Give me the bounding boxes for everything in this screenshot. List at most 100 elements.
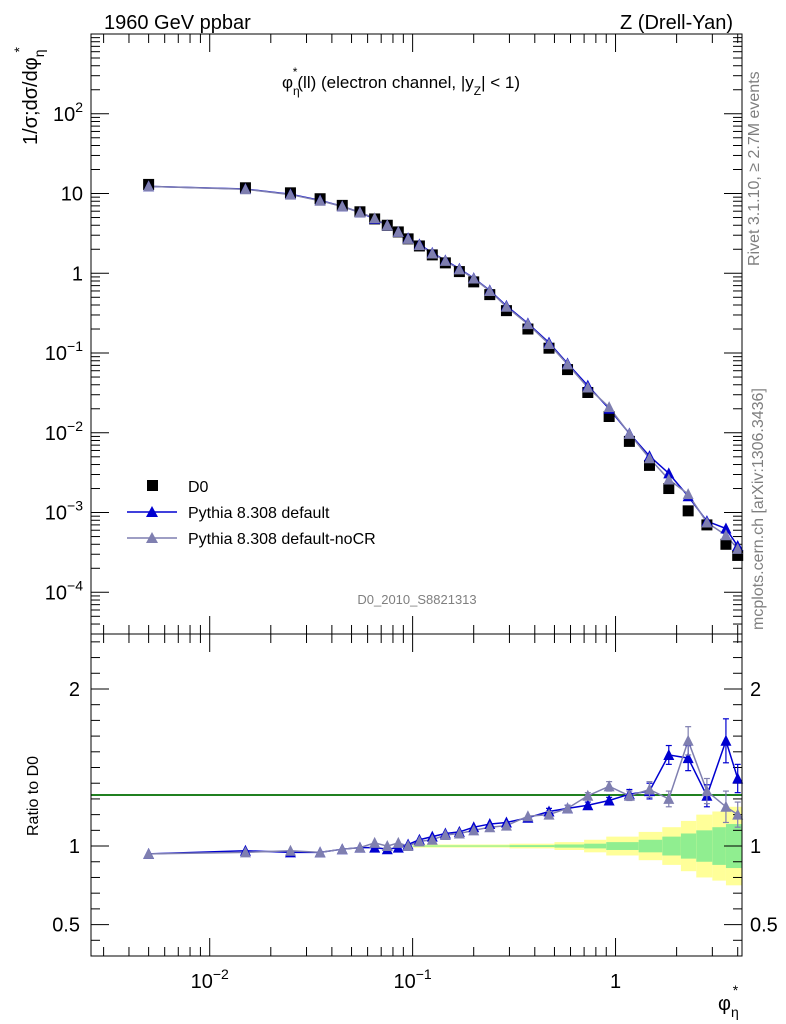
main-point-nocr xyxy=(381,219,393,231)
ratio-band-inner xyxy=(680,833,697,859)
mcplots-label: mcplots.cern.ch [arXiv:1306.3436] xyxy=(750,388,767,630)
ratio-frame xyxy=(90,633,743,957)
ratio-point-default xyxy=(582,799,594,811)
main-point-data xyxy=(720,538,732,550)
ratio-panel: 10−2 10−1 1 2 2 1 1 0.5 0.5 Ratio to D0 φη* xyxy=(25,633,778,1020)
ratio-band-inner xyxy=(638,839,663,853)
ratio-point-nocr xyxy=(543,808,555,820)
ratio-point-nocr xyxy=(369,836,381,848)
main-series xyxy=(143,178,744,561)
ratio-uncertainty-bands xyxy=(412,806,742,886)
main-point-nocr xyxy=(500,300,512,312)
main-point-nocr xyxy=(314,194,326,206)
main-point-default xyxy=(720,522,732,534)
main-point-nocr xyxy=(682,488,694,500)
x-tick-label: 1 xyxy=(610,971,621,993)
main-point-data xyxy=(562,364,574,376)
ratio-point-nocr xyxy=(143,847,155,859)
legend-marker-default xyxy=(146,506,158,517)
ratio-point-nocr xyxy=(402,840,414,852)
ratio-point-default xyxy=(603,794,615,806)
ratio-point-default xyxy=(720,734,732,746)
x-tick-label: 10−2 xyxy=(191,966,229,993)
ratio-point-nocr xyxy=(500,819,512,831)
ratio-point-nocr xyxy=(314,846,326,858)
main-point-nocr xyxy=(732,542,744,554)
main-y-tick-label: 10−1 xyxy=(45,338,83,365)
main-y-tick-label: 102 xyxy=(53,99,83,126)
main-y-tick-label: 10−3 xyxy=(45,498,83,525)
ratio-point-nocr xyxy=(336,843,348,855)
main-line-default xyxy=(148,185,739,547)
ratio-y-axis-label: Ratio to D0 xyxy=(25,756,42,836)
main-point-nocr xyxy=(143,180,155,192)
main-y-tick-label: 1 xyxy=(72,263,83,285)
ratio-point-nocr xyxy=(701,785,713,797)
main-point-nocr xyxy=(354,206,366,218)
main-point-nocr xyxy=(562,358,574,370)
main-point-nocr xyxy=(484,284,496,296)
main-point-nocr xyxy=(543,337,555,349)
main-point-nocr xyxy=(603,401,615,413)
main-axis-ticks: 102 10 1 10−1 10−2 10−3 10−4 xyxy=(45,33,742,635)
main-point-data xyxy=(682,505,694,517)
ratio-band-inner xyxy=(412,845,510,847)
ratio-y-tick-label-right: 1 xyxy=(750,836,761,858)
ratio-point-default xyxy=(682,752,694,764)
ratio-axis-ticks: 10−2 10−1 1 2 2 1 1 0.5 0.5 xyxy=(52,634,778,993)
ratio-point-nocr xyxy=(284,844,296,856)
ratio-band-inner xyxy=(662,836,681,856)
main-y-tick-label: 10−2 xyxy=(45,418,83,445)
ratio-point-nocr xyxy=(392,836,404,848)
legend-label-default: Pythia 8.308 default xyxy=(188,505,330,522)
ratio-y-tick-label: 0.5 xyxy=(52,915,80,937)
x-tick-label: 10−1 xyxy=(394,966,432,993)
main-point-nocr xyxy=(582,381,594,393)
ratio-point-nocr xyxy=(732,808,744,820)
main-point-nocr xyxy=(663,473,675,485)
main-point-nocr xyxy=(720,529,732,541)
main-point-nocr xyxy=(453,263,465,275)
header-right: Z (Drell-Yan) xyxy=(620,12,733,34)
ratio-point-nocr xyxy=(468,824,480,836)
analysis-tag: D0_2010_S8821313 xyxy=(357,592,476,607)
ratio-point-nocr xyxy=(426,833,438,845)
x-axis-label: φη* xyxy=(718,982,739,1020)
ratio-point-nocr xyxy=(522,810,534,822)
main-point-nocr xyxy=(284,188,296,200)
ratio-point-nocr xyxy=(453,827,465,839)
main-point-nocr xyxy=(426,247,438,259)
ratio-y-tick-label-right: 0.5 xyxy=(750,915,778,937)
main-point-nocr xyxy=(643,452,655,464)
ratio-y-tick-label: 1 xyxy=(69,836,80,858)
main-y-tick-label: 10−4 xyxy=(45,577,83,604)
main-point-nocr xyxy=(623,427,635,439)
main-point-nocr xyxy=(392,225,404,237)
ratio-band-inner xyxy=(509,845,555,847)
legend-marker-nocr xyxy=(146,532,158,543)
legend: D0 Pythia 8.308 default Pythia 8.308 def… xyxy=(127,479,376,548)
main-point-nocr xyxy=(522,318,534,330)
ratio-point-nocr xyxy=(354,841,366,853)
main-point-data xyxy=(582,386,594,398)
ratio-point-nocr xyxy=(720,800,732,812)
ratio-band-inner xyxy=(584,843,607,849)
ratio-point-nocr xyxy=(381,840,393,852)
ratio-point-nocr xyxy=(239,846,251,858)
main-point-nocr xyxy=(701,516,713,528)
main-panel: 102 10 1 10−1 10−2 10−3 10−4 φη*(ll) (electron… xyxy=(11,33,744,635)
main-y-tick-label: 10 xyxy=(61,184,83,206)
plot-title: φη*(ll) (electron channel, |yZ| < 1) xyxy=(282,65,520,98)
main-point-nocr xyxy=(369,212,381,224)
legend-marker-data xyxy=(147,480,158,491)
ratio-point-nocr xyxy=(603,780,615,792)
ratio-band-inner xyxy=(696,830,713,862)
ratio-point-nocr xyxy=(643,783,655,795)
main-point-nocr xyxy=(439,254,451,266)
ratio-point-nocr xyxy=(484,821,496,833)
ratio-point-nocr xyxy=(562,802,574,814)
ratio-band-inner xyxy=(554,844,585,848)
main-point-data xyxy=(643,459,655,471)
main-line-nocr xyxy=(148,185,739,550)
